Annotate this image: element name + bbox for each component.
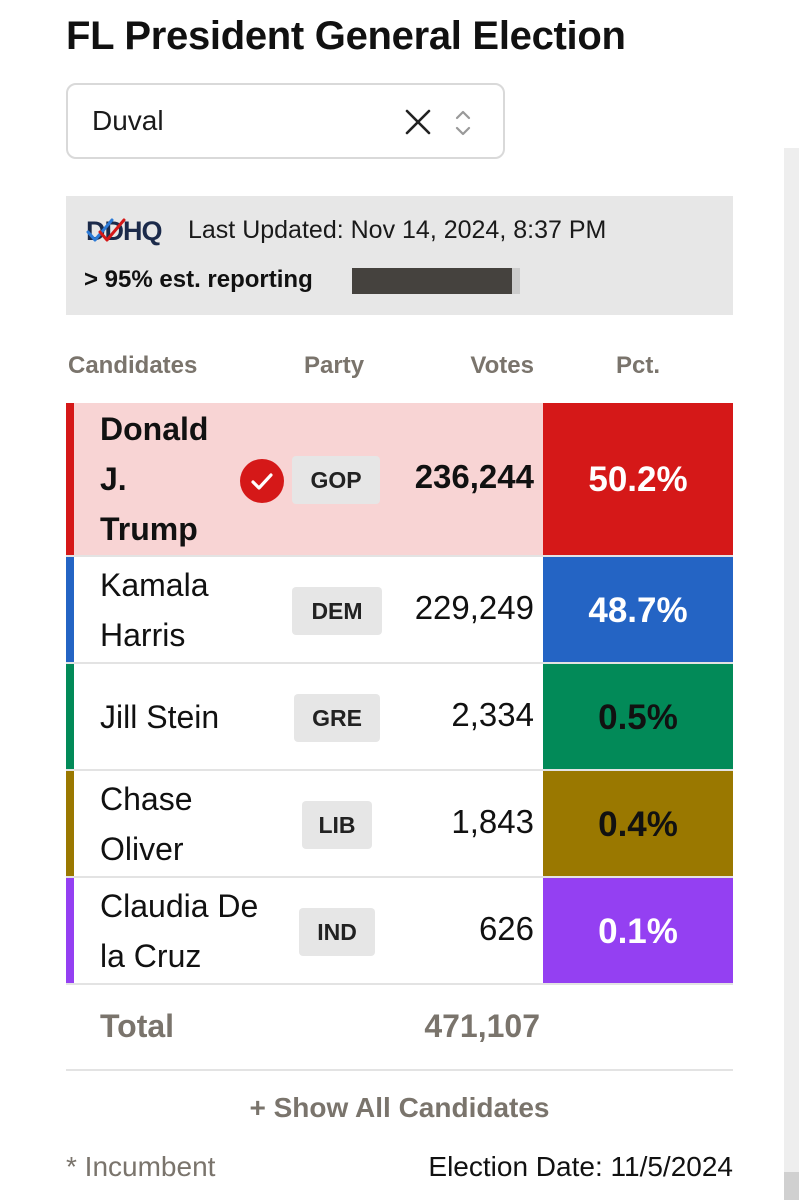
election-date: Election Date: 11/5/2024 xyxy=(428,1151,733,1182)
page-title: FL President General Election xyxy=(66,14,626,58)
ddhq-logo: DDHQ xyxy=(86,216,163,246)
table-row: Chase Oliver LIB 1,843 0.4% xyxy=(66,771,733,878)
county-select-value: Duval xyxy=(92,105,164,136)
scrollbar-track[interactable] xyxy=(784,148,799,1200)
party-badge: GOP xyxy=(292,456,380,504)
vote-count: 229,249 xyxy=(414,589,534,626)
vote-percentage: 0.1% xyxy=(543,878,733,983)
chevron-updown-icon[interactable] xyxy=(453,107,473,139)
vote-percentage: 0.5% xyxy=(543,664,733,769)
results-table: Donald J. Trump GOP 236,244 50.2% Kamala… xyxy=(66,403,733,985)
header-pct: Pct. xyxy=(615,352,660,379)
header-votes: Votes xyxy=(470,352,534,379)
winner-check-icon xyxy=(240,459,284,503)
total-label: Total xyxy=(100,1008,175,1044)
divider xyxy=(66,1069,733,1071)
table-row: Kamala Harris DEM 229,249 48.7% xyxy=(66,557,733,664)
reporting-progress-bar xyxy=(352,268,520,294)
reporting-progress-fill xyxy=(352,268,512,294)
scrollbar-thumb[interactable] xyxy=(784,1172,799,1200)
vote-count: 236,244 xyxy=(414,458,534,495)
candidate-name: Claudia De la Cruz xyxy=(100,888,259,974)
candidate-name: Chase Oliver xyxy=(100,781,193,867)
party-color-stripe xyxy=(66,403,74,555)
vote-count: 1,843 xyxy=(451,803,534,840)
vote-percentage: 0.4% xyxy=(543,771,733,876)
party-badge: GRE xyxy=(294,694,380,742)
party-color-stripe xyxy=(66,557,74,662)
incumbent-note: * Incumbent xyxy=(66,1151,216,1182)
county-select[interactable]: Duval xyxy=(66,83,505,159)
candidate-name: Donald J. Trump xyxy=(100,411,209,547)
candidate-name: Jill Stein xyxy=(100,699,220,735)
table-row: Jill Stein GRE 2,334 0.5% xyxy=(66,664,733,771)
header-candidates: Candidates xyxy=(68,352,198,379)
close-icon[interactable] xyxy=(403,107,433,137)
party-badge: DEM xyxy=(292,587,382,635)
vote-percentage: 50.2% xyxy=(543,403,733,555)
header-party: Party xyxy=(304,352,365,379)
results-info-panel: DDHQ Last Updated: Nov 14, 2024, 8:37 PM… xyxy=(66,196,733,315)
last-updated: Last Updated: Nov 14, 2024, 8:37 PM xyxy=(188,216,607,244)
vote-percentage: 48.7% xyxy=(543,557,733,662)
party-badge: IND xyxy=(299,908,375,956)
vote-count: 2,334 xyxy=(451,696,534,733)
reporting-status: > 95% est. reporting xyxy=(84,266,313,293)
table-row: Donald J. Trump GOP 236,244 50.2% xyxy=(66,403,733,557)
total-votes: 471,107 xyxy=(424,1008,540,1044)
party-badge: LIB xyxy=(302,801,372,849)
table-row: Claudia De la Cruz IND 626 0.1% xyxy=(66,878,733,985)
party-color-stripe xyxy=(66,771,74,876)
candidate-name: Kamala Harris xyxy=(100,567,209,653)
party-color-stripe xyxy=(66,878,74,983)
vote-count: 626 xyxy=(478,910,534,947)
party-color-stripe xyxy=(66,664,74,769)
show-all-candidates-button[interactable]: + Show All Candidates xyxy=(249,1092,550,1123)
